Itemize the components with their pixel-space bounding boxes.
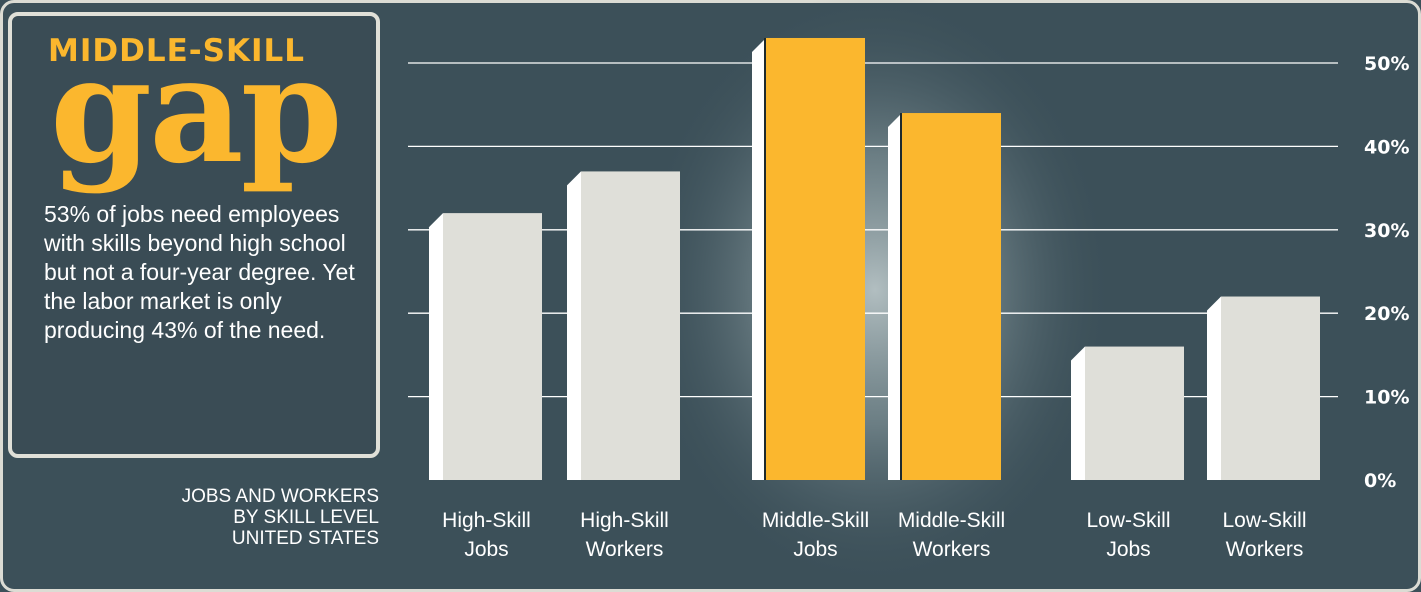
y-axis-ticks: 0% 10% 20% 30% 40% 50% <box>1364 53 1409 492</box>
highlight-glow <box>635 0 1115 590</box>
y-tick-label: 30% <box>1364 220 1409 242</box>
x-tick-label: High-Skill <box>580 509 669 532</box>
x-tick-label: Workers <box>913 538 991 561</box>
gridlines <box>408 62 1338 398</box>
callout-box <box>8 12 380 458</box>
x-tick-label: High-Skill <box>442 509 531 532</box>
chart-subtitle: JOBS AND WORKERS BY SKILL LEVEL UNITED S… <box>182 486 379 549</box>
y-tick-label: 20% <box>1364 303 1409 325</box>
bar <box>581 171 680 481</box>
x-tick-label: Jobs <box>1106 538 1150 561</box>
subtitle-line: BY SKILL LEVEL <box>233 507 379 528</box>
y-tick-label: 10% <box>1364 387 1409 409</box>
callout-headline: gap <box>50 25 343 196</box>
x-axis-labels: High-Skill Jobs High-Skill Workers Middle-Sk… <box>442 509 1306 561</box>
callout-body: 53% of jobs need employees with skills b… <box>44 201 355 343</box>
x-tick-label: Jobs <box>464 538 508 561</box>
bar-side <box>888 113 902 480</box>
bar <box>902 113 1001 480</box>
x-tick-label: Low-Skill <box>1222 509 1306 532</box>
bar-side <box>567 171 581 481</box>
x-tick-label: Low-Skill <box>1086 509 1170 532</box>
x-tick-label: Workers <box>586 538 664 561</box>
bar-side <box>1071 346 1085 480</box>
bar <box>1221 296 1320 480</box>
x-tick-label: Middle-Skill <box>762 509 869 532</box>
bar <box>1085 346 1184 480</box>
y-tick-label: 50% <box>1364 53 1409 75</box>
subtitle-line: UNITED STATES <box>231 528 379 549</box>
bar-side <box>752 37 766 480</box>
x-tick-label: Jobs <box>793 538 837 561</box>
callout-kicker: MIDDLE-SKILL <box>48 33 306 69</box>
bar-side <box>429 213 443 480</box>
bar-edge <box>900 113 903 480</box>
y-tick-label: 40% <box>1364 136 1409 158</box>
bar-edge <box>764 37 767 480</box>
bars <box>429 37 1320 481</box>
bar <box>766 37 865 480</box>
bar-side <box>1207 296 1221 480</box>
bar <box>443 213 542 480</box>
x-tick-label: Middle-Skill <box>898 509 1005 532</box>
x-tick-label: Workers <box>1226 538 1304 561</box>
subtitle-line: JOBS AND WORKERS <box>181 486 379 507</box>
y-tick-label: 0% <box>1364 470 1396 492</box>
